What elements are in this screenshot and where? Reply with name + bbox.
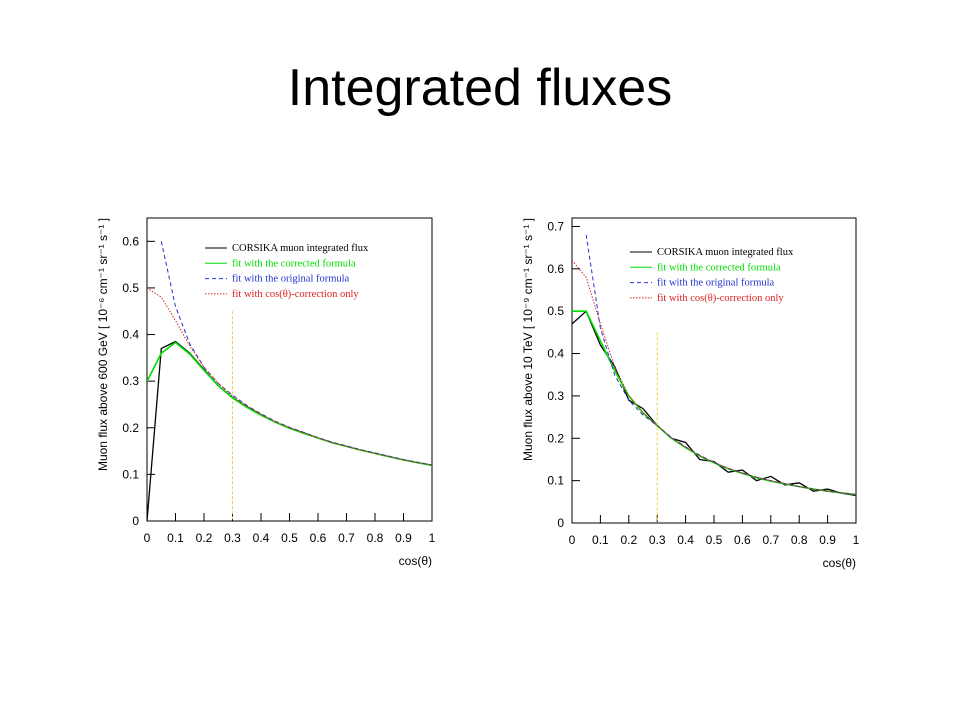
y-tick-label: 0.1	[547, 474, 564, 488]
x-tick-label: 0.8	[367, 531, 384, 545]
legend-label: fit with cos(θ)-correction only	[657, 293, 784, 304]
x-tick-label: 0.6	[734, 533, 751, 547]
y-tick-label: 0.3	[547, 389, 564, 403]
legend-label: fit with cos(θ)-correction only	[232, 289, 359, 300]
x-tick-label: 0.3	[649, 533, 666, 547]
y-axis-label: Muon flux above 10 TeV [ 10⁻⁹ cm⁻¹ sr⁻¹ …	[521, 218, 535, 461]
y-tick-label: 0.2	[547, 431, 564, 445]
y-tick-label: 0.2	[122, 421, 139, 435]
y-tick-label: 0.1	[122, 467, 139, 481]
slide-title: Integrated fluxes	[287, 59, 673, 117]
x-tick-label: 0	[144, 531, 151, 545]
x-tick-label: 0.5	[281, 531, 298, 545]
series-line	[147, 287, 432, 466]
series-line	[147, 341, 432, 467]
x-tick-label: 0.3	[224, 531, 241, 545]
plot-area	[572, 234, 856, 497]
series-line	[147, 340, 432, 521]
legend-label: CORSIKA muon integrated flux	[657, 247, 794, 258]
y-tick-label: 0.6	[122, 234, 139, 248]
x-tick-label: 0.2	[620, 533, 637, 547]
x-tick-label: 0.5	[706, 533, 723, 547]
series-line	[585, 234, 856, 496]
legend-label: fit with the corrected formula	[232, 258, 356, 269]
y-tick-label: 0.4	[547, 347, 564, 361]
x-axis-label: cos(θ)	[823, 556, 856, 570]
x-tick-label: 0.8	[791, 533, 808, 547]
y-tick-label: 0	[132, 514, 139, 528]
series-line	[572, 310, 856, 497]
x-tick-label: 0.1	[167, 531, 184, 545]
x-tick-label: 1	[429, 531, 436, 545]
x-tick-label: 0.7	[338, 531, 355, 545]
y-tick-label: 0	[557, 516, 564, 530]
x-tick-label: 0.2	[196, 531, 213, 545]
x-tick-label: 0.7	[762, 533, 779, 547]
y-tick-label: 0.5	[547, 304, 564, 318]
y-tick-label: 0.5	[122, 281, 139, 295]
x-tick-label: 0.1	[592, 533, 609, 547]
x-tick-label: 0.9	[395, 531, 412, 545]
legend-label: fit with the corrected formula	[657, 262, 781, 273]
x-tick-label: 0.9	[819, 533, 836, 547]
y-tick-label: 0.7	[547, 219, 564, 233]
y-axis-label: Muon flux above 600 GeV [ 10⁻⁶ cm⁻¹ sr⁻¹…	[96, 218, 110, 471]
y-tick-label: 0.6	[547, 262, 564, 276]
legend-label: fit with the original formula	[657, 278, 775, 289]
x-tick-label: 0.6	[310, 531, 327, 545]
x-tick-label: 0.4	[253, 531, 270, 545]
x-axis-label: cos(θ)	[399, 554, 432, 568]
x-tick-label: 0.4	[677, 533, 694, 547]
legend-label: fit with the original formula	[232, 274, 350, 285]
x-tick-label: 0	[569, 533, 576, 547]
series-line	[160, 241, 432, 466]
y-tick-label: 0.3	[122, 374, 139, 388]
series-line	[572, 310, 856, 496]
series-line	[572, 260, 856, 496]
plot-area	[147, 241, 432, 521]
legend-label: CORSIKA muon integrated flux	[232, 243, 369, 254]
x-tick-label: 1	[853, 533, 860, 547]
y-tick-label: 0.4	[122, 328, 139, 342]
